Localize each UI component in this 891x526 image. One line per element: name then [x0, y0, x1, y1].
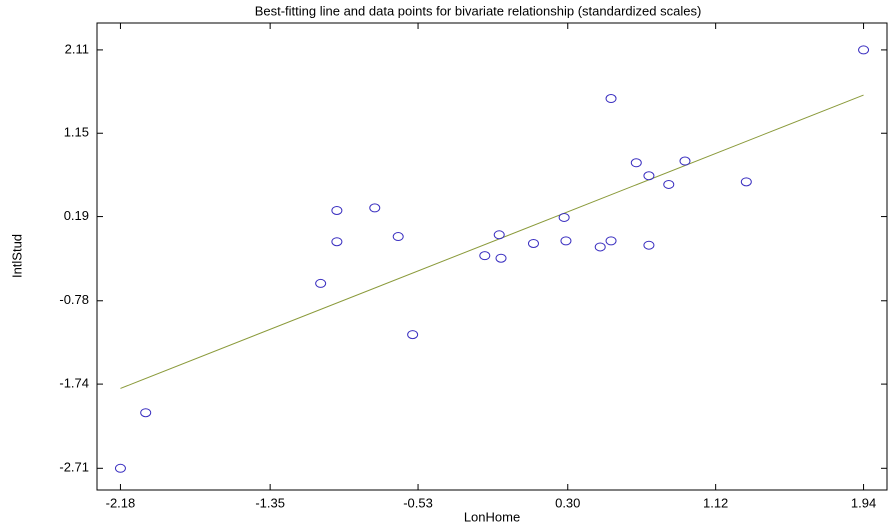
x-tick-label: 0.30: [555, 495, 580, 510]
data-point: [643, 171, 655, 181]
y-tick-label: 2.11: [65, 41, 89, 56]
data-point: [630, 158, 642, 168]
data-point: [605, 94, 617, 104]
plot-frame: [96, 22, 888, 491]
x-tick-label: -1.35: [255, 495, 285, 510]
x-tick-label: 1.12: [703, 495, 728, 510]
data-point: [331, 237, 343, 247]
data-point: [479, 251, 491, 261]
data-point: [643, 240, 655, 250]
data-point: [114, 463, 126, 473]
data-point: [315, 278, 327, 288]
y-axis-label: IntlStud: [9, 234, 24, 278]
fit-line: [120, 94, 864, 389]
data-point: [392, 232, 404, 242]
data-point: [140, 408, 152, 418]
x-axis-label: LonHome: [464, 509, 520, 524]
y-tick-label: -0.78: [59, 292, 89, 307]
y-tick-label: 0.19: [64, 208, 89, 223]
data-point: [369, 203, 381, 213]
data-point: [663, 179, 675, 189]
x-tick-label: 1.94: [851, 495, 876, 510]
data-point: [594, 242, 606, 252]
data-point: [740, 177, 752, 187]
x-tick-label: -2.18: [106, 495, 136, 510]
data-point: [407, 330, 419, 340]
data-point: [858, 45, 870, 55]
data-point: [493, 230, 505, 240]
y-tick-label: -2.71: [59, 460, 89, 475]
data-point: [558, 212, 570, 222]
y-tick-label: -1.74: [59, 376, 89, 391]
data-point: [331, 205, 343, 215]
data-point: [605, 236, 617, 246]
data-point: [495, 253, 507, 263]
data-point: [527, 238, 539, 248]
x-tick-label: -0.53: [403, 495, 433, 510]
data-point: [679, 156, 691, 166]
y-tick-label: 1.15: [64, 125, 89, 140]
chart-title: Best-fitting line and data points for bi…: [255, 3, 702, 18]
data-point: [560, 236, 572, 246]
